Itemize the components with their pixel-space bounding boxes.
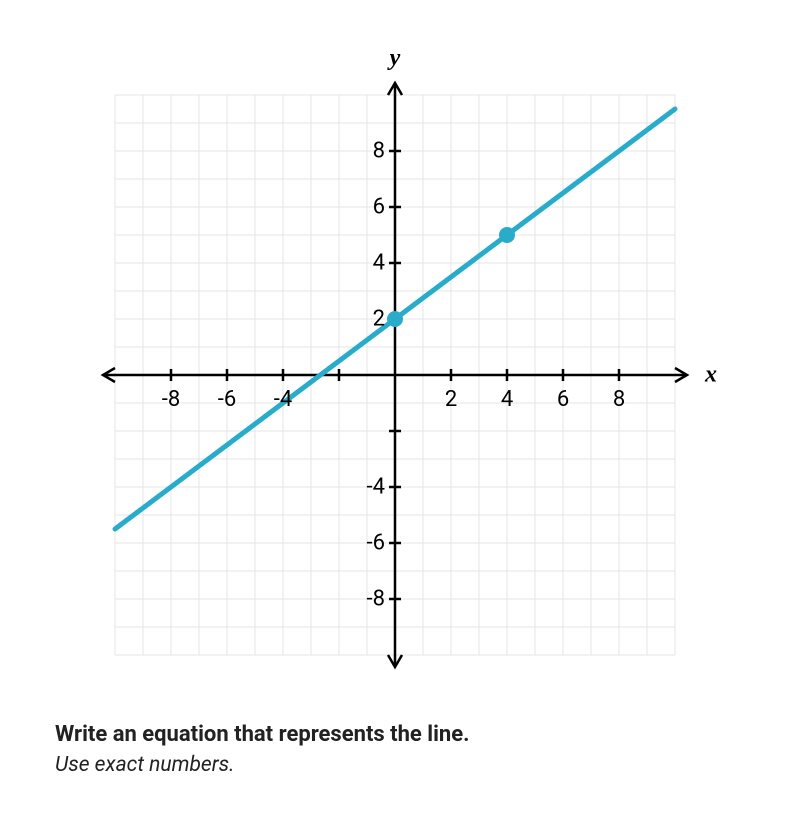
prompt-main-text: Write an equation that represents the li… (55, 720, 745, 751)
y-axis-label: y (390, 45, 401, 72)
x-tick-label: 8 (613, 387, 625, 412)
prompt-sub-text: Use exact numbers. (55, 753, 745, 777)
coordinate-graph: -8 -6 -4 2 4 6 8 -8 -6 -4 2 4 6 8 y x (55, 30, 745, 670)
y-tick-label: -4 (367, 475, 385, 500)
y-tick-label: 6 (373, 195, 385, 220)
question-prompt: Write an equation that represents the li… (55, 720, 745, 777)
x-tick-label: -4 (274, 387, 292, 412)
y-tick-label: 2 (373, 307, 385, 332)
plot-svg (115, 95, 675, 655)
x-tick-label: 4 (501, 387, 513, 412)
y-tick-label: -8 (367, 587, 385, 612)
plot-area: -8 -6 -4 2 4 6 8 -8 -6 -4 2 4 6 8 (115, 95, 675, 655)
x-tick-label: -6 (218, 387, 236, 412)
x-tick-label: -8 (162, 387, 180, 412)
graph-point (499, 227, 515, 243)
graph-point (387, 311, 403, 327)
y-tick-label: 8 (373, 139, 385, 164)
x-axis-label: x (705, 362, 717, 389)
x-tick-label: 2 (445, 387, 457, 412)
y-tick-label: -6 (367, 531, 385, 556)
y-tick-label: 4 (373, 251, 385, 276)
x-tick-label: 6 (557, 387, 569, 412)
